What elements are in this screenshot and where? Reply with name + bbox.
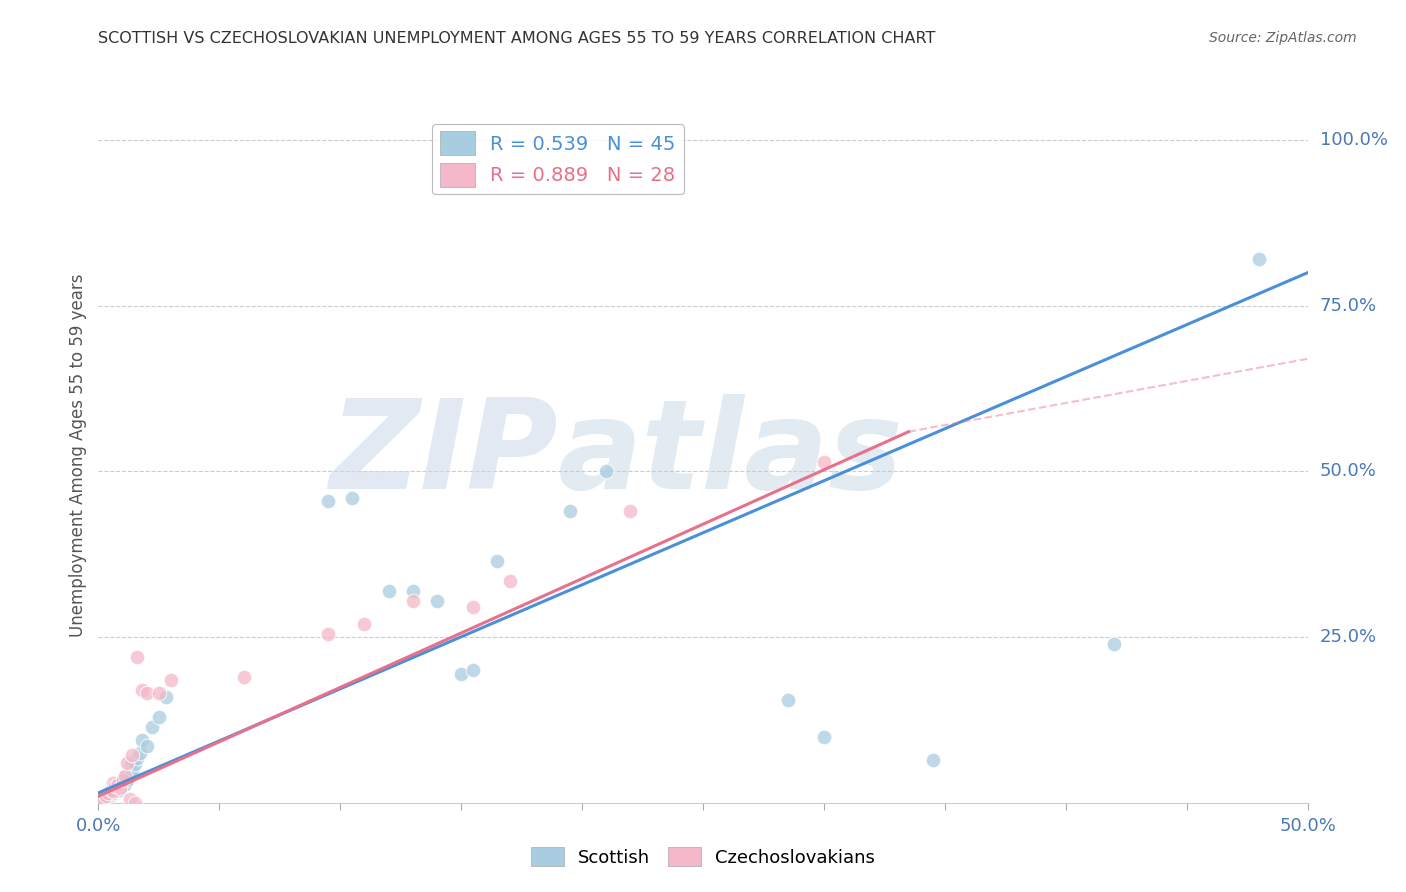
Point	[107, 774, 129, 789]
Point	[402, 593, 425, 607]
Point	[111, 771, 134, 785]
Point	[128, 746, 150, 760]
Point	[94, 789, 117, 804]
Point	[121, 763, 143, 777]
Point	[813, 730, 835, 744]
Point	[232, 670, 254, 684]
Point	[101, 784, 124, 798]
Point	[558, 504, 581, 518]
Point	[127, 750, 149, 764]
Point	[100, 782, 122, 797]
Legend: Scottish, Czechoslovakians: Scottish, Czechoslovakians	[524, 840, 882, 874]
Point	[91, 792, 114, 806]
Point	[121, 755, 143, 769]
Point	[921, 753, 943, 767]
Point	[160, 673, 183, 688]
Point	[776, 693, 799, 707]
Point	[114, 777, 136, 791]
Point	[498, 574, 520, 588]
Text: atlas: atlas	[558, 394, 904, 516]
Text: ZIP: ZIP	[329, 394, 558, 516]
Point	[353, 616, 375, 631]
Point	[104, 777, 127, 791]
Text: 25.0%: 25.0%	[1320, 628, 1376, 646]
Point	[108, 782, 131, 797]
Point	[100, 782, 122, 797]
Point	[1249, 252, 1271, 267]
Point	[619, 504, 641, 518]
Text: Source: ZipAtlas.com: Source: ZipAtlas.com	[1209, 31, 1357, 45]
Point	[316, 494, 339, 508]
Point	[813, 454, 835, 468]
Point	[342, 491, 364, 505]
Text: 75.0%: 75.0%	[1320, 297, 1376, 315]
Point	[100, 788, 122, 802]
Text: 100.0%: 100.0%	[1320, 131, 1388, 149]
Point	[463, 600, 485, 615]
Point	[114, 769, 136, 783]
Point	[114, 769, 136, 783]
Point	[486, 554, 509, 568]
Point	[107, 777, 129, 791]
Point	[131, 732, 153, 747]
Legend: R = 0.539   N = 45, R = 0.889   N = 28: R = 0.539 N = 45, R = 0.889 N = 28	[432, 124, 683, 194]
Point	[135, 739, 157, 754]
Point	[104, 784, 127, 798]
Point	[108, 776, 131, 790]
Point	[450, 666, 472, 681]
Point	[402, 583, 425, 598]
Point	[127, 650, 149, 665]
Point	[101, 779, 124, 793]
Point	[377, 583, 399, 598]
Point	[101, 786, 124, 800]
Point	[135, 686, 157, 700]
Point	[595, 465, 617, 479]
Point	[148, 709, 170, 723]
Point	[91, 792, 114, 806]
Point	[97, 786, 120, 800]
Point	[117, 756, 139, 770]
Text: 50.0%: 50.0%	[1320, 462, 1376, 481]
Point	[111, 772, 134, 787]
Point	[131, 683, 153, 698]
Point	[124, 796, 146, 810]
Y-axis label: Unemployment Among Ages 55 to 59 years: Unemployment Among Ages 55 to 59 years	[69, 273, 87, 637]
Point	[104, 779, 127, 793]
Point	[426, 593, 449, 607]
Point	[117, 772, 139, 787]
Point	[121, 748, 143, 763]
Point	[108, 781, 131, 796]
Point	[97, 786, 120, 800]
Point	[118, 766, 141, 780]
Point	[155, 690, 177, 704]
Point	[124, 757, 146, 772]
Point	[463, 663, 485, 677]
Text: SCOTTISH VS CZECHOSLOVAKIAN UNEMPLOYMENT AMONG AGES 55 TO 59 YEARS CORRELATION C: SCOTTISH VS CZECHOSLOVAKIAN UNEMPLOYMENT…	[98, 31, 936, 46]
Point	[1102, 637, 1125, 651]
Point	[111, 779, 134, 793]
Point	[101, 776, 124, 790]
Point	[118, 759, 141, 773]
Point	[148, 686, 170, 700]
Point	[118, 792, 141, 806]
Point	[94, 789, 117, 804]
Point	[141, 720, 163, 734]
Point	[107, 781, 129, 796]
Point	[316, 627, 339, 641]
